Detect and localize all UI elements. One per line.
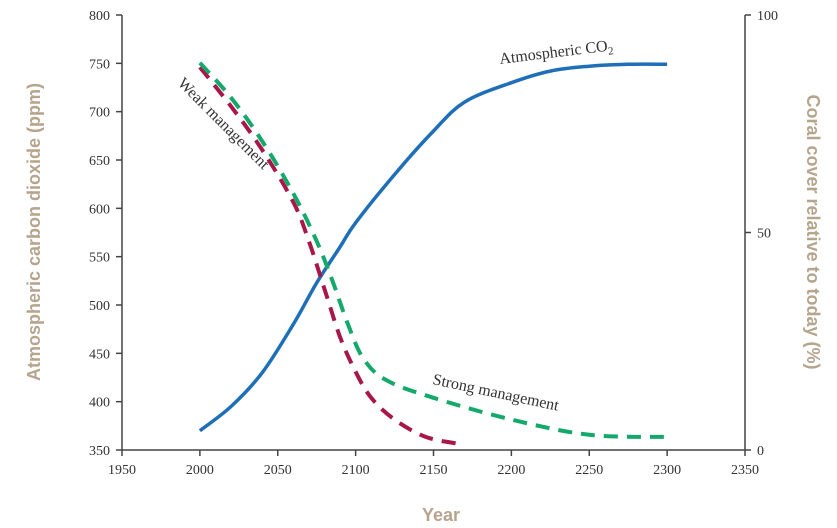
y-left-tick-label: 450 — [89, 347, 110, 362]
x-tick-label: 2100 — [342, 463, 370, 478]
y-left-tick-label: 800 — [89, 9, 110, 24]
x-axis-title: Year — [422, 505, 460, 525]
y-left-tick-label: 500 — [89, 299, 110, 314]
y-left-tick-label: 700 — [89, 106, 110, 121]
y-left-tick-label: 750 — [89, 57, 110, 72]
series-line-strong-management — [198, 61, 668, 439]
y-right-tick-label: 0 — [757, 444, 764, 459]
x-tick-label: 2250 — [575, 463, 603, 478]
x-tick-label: 2200 — [497, 463, 525, 478]
x-tick-label: 2150 — [420, 463, 448, 478]
annotations: Atmospheric CO2 Weak management Strong m… — [174, 38, 614, 415]
x-tick-label: 2050 — [264, 463, 292, 478]
y-left-tick-label: 600 — [89, 202, 110, 217]
y-left-tick-label: 650 — [89, 154, 110, 169]
y-left-tick-label: 400 — [89, 396, 110, 411]
x-tick-label: 2300 — [653, 463, 681, 478]
y-left-axis-title: Atmospheric carbon dioxide (ppm) — [24, 83, 44, 381]
x-tick-label: 1950 — [108, 463, 136, 478]
series-label-strong-management: Strong management — [431, 371, 561, 414]
series-line-atmospheric-co — [198, 62, 668, 433]
y-right-tick-label: 50 — [757, 227, 771, 242]
co2-subscript: 2 — [607, 45, 614, 58]
series-line-weak-management — [198, 65, 458, 446]
y-left-tick-label: 550 — [89, 251, 110, 266]
x-tick-label: 2350 — [731, 463, 759, 478]
axes: 1950 2000 2050 2100 2150 2200 2250 2300 23503504… — [89, 9, 778, 478]
y-right-axis-title: Coral cover relative to today (%) — [803, 94, 823, 369]
y-left-tick-label: 350 — [89, 444, 110, 459]
y-right-tick-label: 100 — [757, 9, 778, 24]
series-layer — [198, 61, 668, 446]
x-tick-label: 2000 — [186, 463, 214, 478]
